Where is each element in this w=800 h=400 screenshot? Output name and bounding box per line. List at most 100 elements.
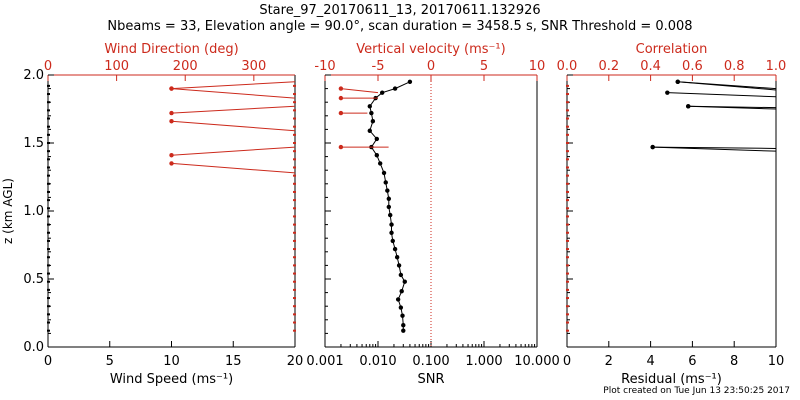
bottom-tick-label-wind: 15 <box>225 354 242 369</box>
y-tick-label: 0.0 <box>23 340 44 355</box>
data-point-snr <box>381 170 387 176</box>
segment-wind-direction <box>171 146 296 156</box>
y-tick-label: 0.5 <box>23 272 44 287</box>
top-tick-label-correlation: 0.2 <box>598 59 619 74</box>
data-point-snr <box>402 279 407 284</box>
bottom-tick-label-wind: 0 <box>44 354 52 369</box>
segment-point-wind-direction <box>169 161 174 166</box>
top-tick-label-correlation: 0.6 <box>682 59 703 74</box>
segment-point-correlation <box>665 90 670 95</box>
bottom-axis-title-vertical-velocity: SNR <box>417 372 444 387</box>
data-point-snr <box>385 188 390 193</box>
top-tick-label-vertical-velocity: 10 <box>529 59 546 74</box>
segment-point-correlation <box>675 79 680 85</box>
data-point-snr <box>377 161 383 166</box>
data-point-snr <box>389 230 394 235</box>
bottom-tick-label-correlation: 2 <box>605 354 613 369</box>
data-point-snr <box>407 79 413 85</box>
bottom-tick-label-wind: 10 <box>163 354 180 369</box>
segment-point-wind-direction <box>169 86 174 91</box>
y-tick-label: 1.0 <box>23 204 44 219</box>
bottom-tick-label-vertical-velocity: 1.000 <box>465 354 502 369</box>
segment-correlation <box>677 81 777 91</box>
data-point-snr <box>396 263 402 268</box>
segment-wind-direction <box>171 162 296 174</box>
data-point-snr <box>383 180 388 185</box>
top-tick-label-vertical-velocity: 0 <box>427 59 435 74</box>
segment-wind-direction <box>171 120 296 132</box>
top-tick-label-correlation: 1.0 <box>766 59 787 74</box>
y-axis-title: z (km AGL) <box>1 178 15 244</box>
data-point-snr <box>398 305 404 310</box>
data-point-snr <box>398 272 404 278</box>
segment-point-vertical-velocity <box>338 95 344 101</box>
segment-point-wind-direction <box>169 110 174 116</box>
segment-point-correlation <box>650 144 655 150</box>
data-point-snr <box>367 128 372 133</box>
bottom-tick-label-correlation: 10 <box>768 354 785 369</box>
top-tick-label-wind: 300 <box>241 59 266 74</box>
segment-point-correlation <box>686 104 691 109</box>
data-point-snr <box>400 313 405 318</box>
segment-point-wind-direction <box>169 119 174 124</box>
data-point-snr <box>401 328 406 333</box>
data-point-snr <box>374 153 380 158</box>
segment-point-vertical-velocity <box>338 86 344 91</box>
plot-created-footer: Plot created on Tue Jun 13 23:50:25 2017 <box>603 386 790 396</box>
segment-wind-direction <box>171 105 296 114</box>
data-point-snr <box>389 222 394 227</box>
segment-correlation <box>652 146 777 152</box>
top-axis-title-vertical-velocity: Vertical velocity (ms⁻¹) <box>356 42 505 57</box>
data-point-snr <box>370 119 376 124</box>
bottom-tick-label-vertical-velocity: 10.000 <box>514 354 560 369</box>
top-tick-label-wind: 0 <box>44 59 52 74</box>
data-point-snr <box>379 90 385 95</box>
data-point-snr <box>374 136 380 142</box>
top-tick-label-vertical-velocity: -10 <box>314 59 335 74</box>
segment-wind-direction <box>171 88 296 99</box>
bottom-tick-label-wind: 5 <box>106 354 114 369</box>
bottom-axis-title-wind: Wind Speed (ms⁻¹) <box>110 372 233 387</box>
top-axis-title-wind: Wind Direction (deg) <box>104 42 238 57</box>
data-point-snr <box>367 104 372 109</box>
bottom-tick-label-correlation: 0 <box>563 354 571 369</box>
segment-point-vertical-velocity <box>338 144 344 150</box>
top-tick-label-wind: 100 <box>104 59 129 74</box>
chart-title: Stare_97_20170611_13, 20170611.132926 <box>259 3 541 18</box>
top-tick-label-correlation: 0.4 <box>640 59 661 74</box>
bottom-tick-label-correlation: 8 <box>730 354 738 369</box>
data-point-snr <box>369 110 374 116</box>
top-axis-title-correlation: Correlation <box>636 42 708 57</box>
bottom-tick-label-vertical-velocity: 0.010 <box>359 354 396 369</box>
data-point-snr <box>401 323 406 328</box>
segment-vertical-velocity <box>340 88 379 94</box>
y-tick-label: 1.5 <box>23 136 44 151</box>
chart-subtitle: Nbeams = 33, Elevation angle = 90.0°, sc… <box>107 19 693 34</box>
top-tick-label-wind: 200 <box>173 59 198 74</box>
segment-point-vertical-velocity <box>338 110 344 116</box>
y-tick-label: 2.0 <box>23 68 44 83</box>
data-point-snr <box>399 289 404 294</box>
bottom-axis-title-correlation: Residual (ms⁻¹) <box>621 372 722 387</box>
bottom-tick-label-correlation: 6 <box>688 354 696 369</box>
segment-correlation <box>667 92 777 98</box>
bottom-tick-label-wind: 20 <box>287 354 304 369</box>
data-point-snr <box>386 204 392 210</box>
bottom-tick-label-vertical-velocity: 0.100 <box>412 354 449 369</box>
bottom-tick-label-correlation: 4 <box>646 354 654 369</box>
top-tick-label-correlation: 0.0 <box>557 59 578 74</box>
segment-wind-direction <box>171 81 296 90</box>
data-point-snr <box>395 297 401 302</box>
data-point-snr <box>388 212 393 218</box>
bottom-tick-label-vertical-velocity: 0.001 <box>306 354 343 369</box>
data-point-snr <box>392 86 398 91</box>
data-point-snr <box>394 255 400 260</box>
data-point-snr <box>390 238 395 244</box>
segment-point-wind-direction <box>169 153 174 158</box>
top-tick-label-correlation: 0.8 <box>724 59 745 74</box>
top-tick-label-vertical-velocity: -5 <box>372 59 385 74</box>
data-point-snr <box>386 196 392 201</box>
data-point-snr <box>392 246 398 252</box>
segment-correlation <box>688 105 777 110</box>
